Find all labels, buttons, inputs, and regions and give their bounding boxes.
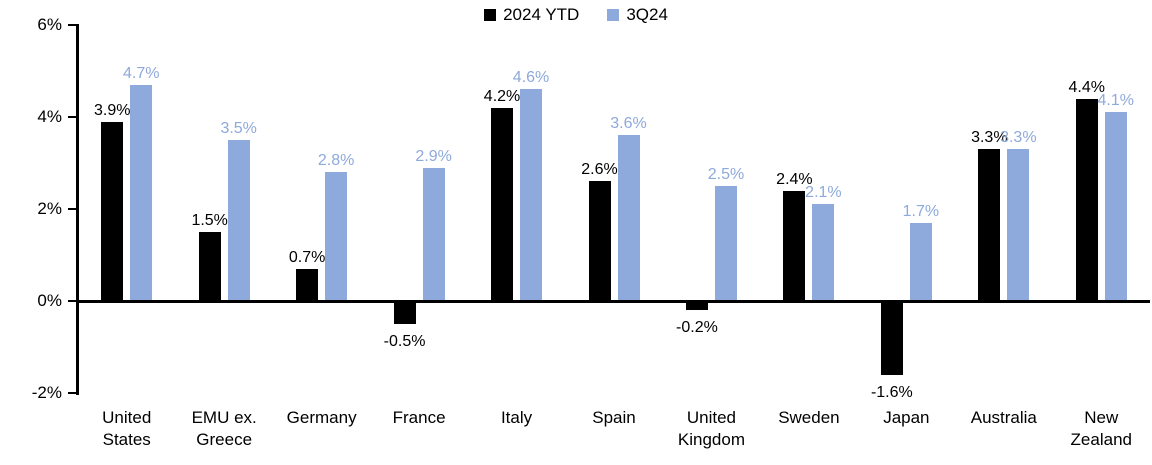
bar-2024-ytd-france: [393, 303, 416, 324]
bar-3q24-germany: [325, 172, 348, 300]
legend-item-3q24: 3Q24: [607, 5, 668, 25]
legend-swatch-3q24-icon: [607, 9, 620, 21]
value-label-3q24-united-kingdom: 2.5%: [707, 166, 745, 183]
bar-2024-ytd-emu-ex-greece: [198, 232, 221, 300]
value-label-2024-ytd-japan: -1.6%: [870, 383, 913, 401]
y-tick-mark: [68, 24, 77, 26]
bar-2024-ytd-sweden: [783, 190, 806, 300]
value-label-3q24-sweden: 2.1%: [805, 184, 842, 202]
bar-3q24-sweden: [812, 204, 835, 300]
bar-2024-ytd-new-zealand: [1075, 98, 1098, 300]
legend-label-2024-ytd: 2024 YTD: [503, 5, 580, 24]
value-label-2024-ytd-new-zealand: 4.4%: [1068, 78, 1105, 96]
bar-3q24-australia: [1007, 149, 1030, 300]
bar-2024-ytd-united-kingdom: [685, 303, 708, 311]
x-label-australia: Australia: [970, 408, 1037, 427]
bar-3q24-spain: [617, 135, 640, 300]
y-tick-mark: [68, 116, 77, 118]
value-label-2024-ytd-france: -0.5%: [383, 333, 426, 350]
bar-3q24-france: [422, 167, 445, 300]
value-label-3q24-united-states: 4.7%: [122, 64, 160, 82]
y-tick-label: -2%: [31, 383, 62, 402]
y-axis-line: [76, 24, 79, 395]
bar-3q24-new-zealand: [1104, 112, 1127, 300]
value-label-3q24-france: 2.9%: [415, 147, 452, 165]
value-label-3q24-germany: 2.8%: [317, 152, 355, 170]
value-label-2024-ytd-australia: 3.3%: [971, 129, 1008, 147]
legend: 2024 YTD 3Q24: [0, 5, 1152, 25]
bar-2024-ytd-spain: [588, 181, 611, 300]
y-tick-mark: [68, 392, 77, 394]
y-tick-mark: [68, 300, 77, 302]
bar-3q24-emu-ex-greece: [227, 140, 250, 300]
value-label-3q24-australia: 3.3%: [1000, 129, 1037, 147]
value-label-2024-ytd-italy: 4.2%: [483, 87, 521, 105]
x-label-spain: Spain: [592, 408, 636, 427]
value-label-2024-ytd-emu-ex-greece: 1.5%: [191, 212, 228, 229]
value-label-3q24-italy: 4.6%: [512, 69, 550, 87]
bar-2024-ytd-united-states: [101, 121, 124, 300]
y-tick-label: 4%: [37, 107, 62, 126]
x-label-new-zealand: New Zealand: [1070, 408, 1132, 449]
value-label-3q24-new-zealand: 4.1%: [1097, 92, 1134, 110]
y-tick-label: 0%: [37, 291, 62, 310]
value-label-2024-ytd-spain: 2.6%: [581, 161, 618, 179]
bar-3q24-italy: [520, 89, 543, 300]
x-label-italy: Italy: [500, 408, 533, 427]
x-label-united-states: United States: [102, 408, 152, 449]
bar-2024-ytd-italy: [491, 107, 514, 300]
bar-2024-ytd-germany: [296, 268, 319, 300]
x-label-united-kingdom: United Kingdom: [677, 408, 745, 449]
bar-3q24-japan: [909, 222, 932, 300]
value-label-3q24-emu-ex-greece: 3.5%: [220, 120, 257, 137]
value-label-3q24-japan: 1.7%: [902, 202, 940, 220]
bar-2024-ytd-australia: [978, 149, 1001, 300]
y-tick-label: 6%: [37, 15, 62, 34]
x-label-sweden: Sweden: [778, 408, 840, 427]
value-label-2024-ytd-united-kingdom: -0.2%: [676, 319, 718, 337]
x-label-japan: Japan: [883, 408, 930, 427]
x-label-france: France: [392, 408, 446, 427]
value-label-2024-ytd-germany: 0.7%: [288, 248, 326, 266]
value-label-2024-ytd-sweden: 2.4%: [776, 170, 813, 188]
x-label-germany: Germany: [286, 408, 357, 427]
y-tick-mark: [68, 208, 77, 210]
x-label-emu-ex-greece: EMU ex. Greece: [191, 408, 257, 449]
bar-3q24-united-kingdom: [714, 186, 737, 300]
x-axis-zero-line: [76, 300, 1150, 303]
value-label-3q24-spain: 3.6%: [610, 115, 647, 133]
value-label-2024-ytd-united-states: 3.9%: [93, 101, 131, 119]
bar-2024-ytd-japan: [880, 303, 903, 375]
y-tick-label: 2%: [37, 199, 62, 218]
legend-swatch-2024-ytd-icon: [484, 9, 497, 21]
legend-item-2024-ytd: 2024 YTD: [484, 5, 579, 25]
legend-label-3q24: 3Q24: [626, 5, 668, 24]
bar-3q24-united-states: [130, 84, 153, 300]
